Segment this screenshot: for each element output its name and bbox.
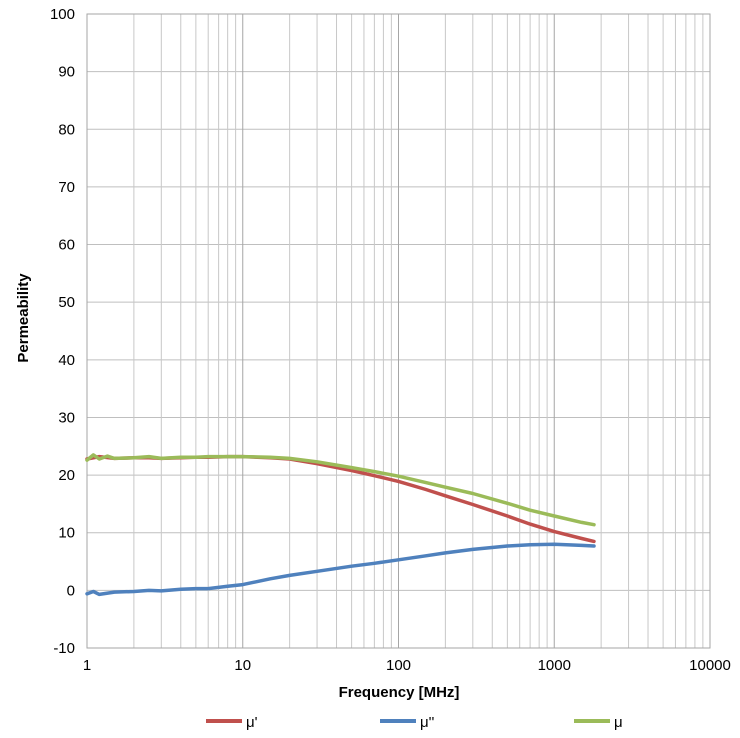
y-tick-label: 40 xyxy=(58,352,75,369)
legend-label: μ xyxy=(614,714,623,731)
y-tick-label: 60 xyxy=(58,237,75,254)
x-tick-label: 10000 xyxy=(689,657,731,674)
y-tick-label: 30 xyxy=(58,409,75,426)
y-axis-title: Permeability xyxy=(15,273,32,363)
x-tick-label: 1 xyxy=(83,657,91,674)
grid xyxy=(86,13,710,649)
y-tick-label: 10 xyxy=(58,525,75,542)
series-layer xyxy=(85,453,596,597)
x-tick-label: 10 xyxy=(234,657,251,674)
plot-area-border xyxy=(86,13,711,649)
y-tick-label: 80 xyxy=(58,121,75,138)
x-axis-title: Frequency [MHz] xyxy=(339,684,460,701)
x-axis-ticks: 1 10 100 1000 10000 xyxy=(83,657,731,674)
mu-double-prime-line xyxy=(85,542,596,597)
x-tick-label: 100 xyxy=(386,657,411,674)
y-tick-label: -10 xyxy=(53,640,75,657)
y-tick-label: 70 xyxy=(58,179,75,196)
y-tick-label: 0 xyxy=(67,582,75,599)
legend-label: μ'' xyxy=(420,714,435,731)
y-tick-label: 50 xyxy=(58,294,75,311)
y-axis-ticks: -10 0 10 20 30 40 50 60 70 80 90 100 xyxy=(50,6,75,657)
y-tick-label: 90 xyxy=(58,64,75,81)
legend-item-mu-prime: μ' xyxy=(206,714,258,731)
mu-line xyxy=(85,453,596,527)
legend-item-mu-double-prime: μ'' xyxy=(380,714,435,731)
legend-item-mu: μ xyxy=(574,714,623,731)
y-tick-label: 100 xyxy=(50,6,75,23)
x-tick-label: 1000 xyxy=(538,657,571,674)
legend-label: μ' xyxy=(246,714,258,731)
legend: μ' μ'' μ xyxy=(206,714,623,731)
y-tick-label: 20 xyxy=(58,467,75,484)
